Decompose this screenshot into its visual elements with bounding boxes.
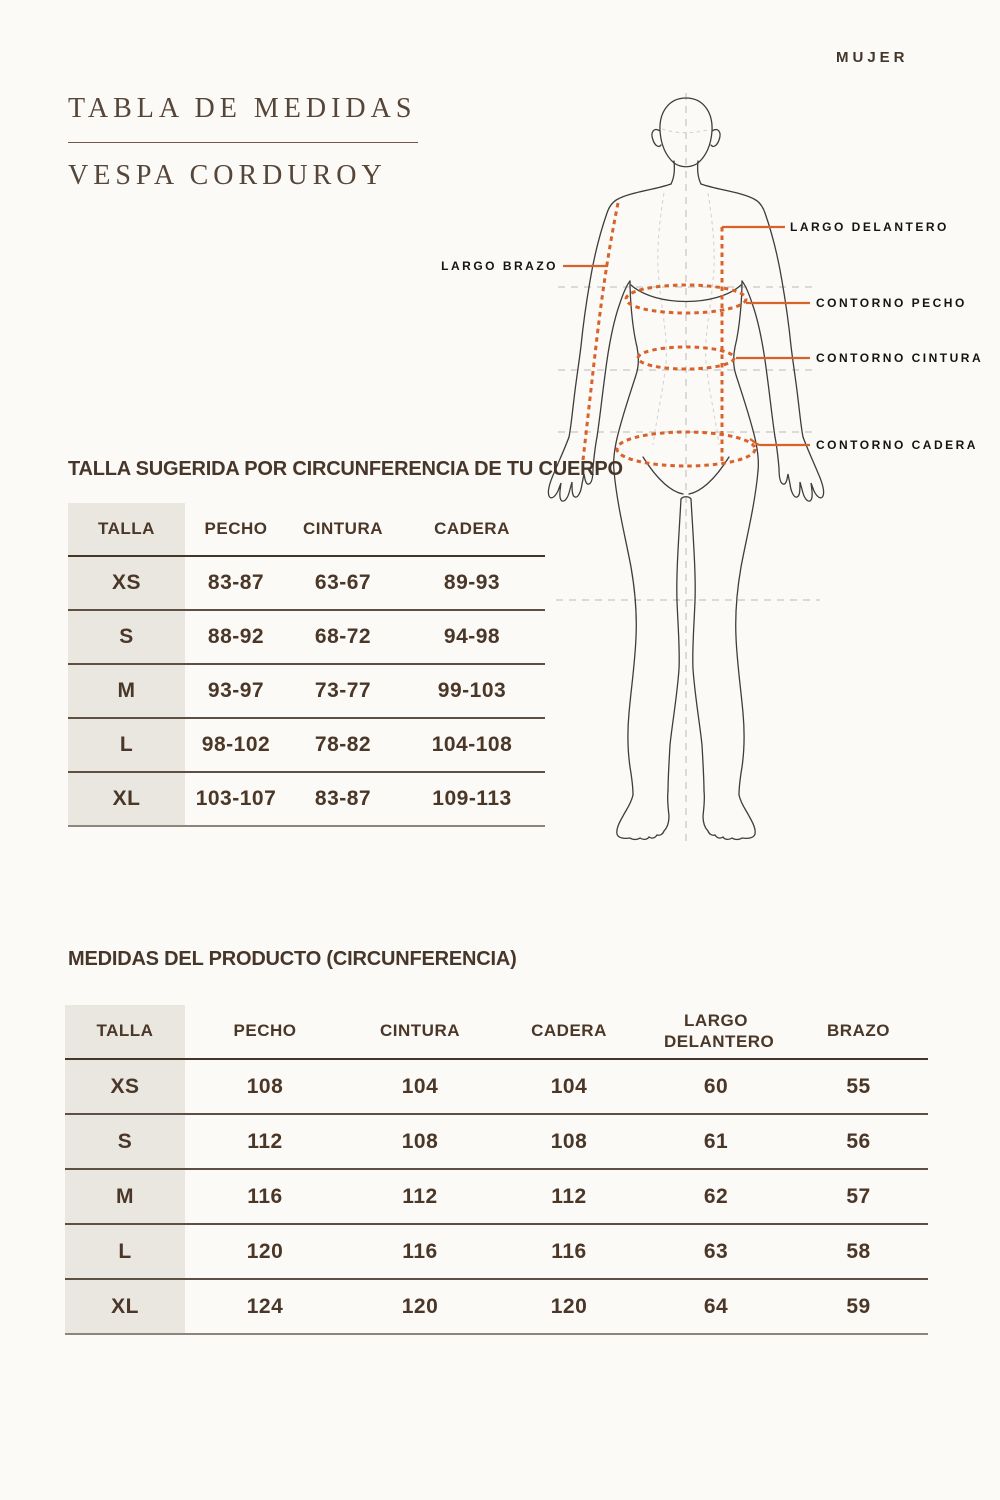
- col-header-cintura: CINTURA: [303, 518, 383, 538]
- value-cell: 124: [246, 1294, 284, 1318]
- value-cell: 63-67: [314, 571, 372, 594]
- col-header-pecho: PECHO: [233, 1021, 297, 1041]
- value-cell: 120: [401, 1294, 439, 1318]
- face-seam: [661, 128, 711, 134]
- table-row: XL 103-107 83-87 109-113: [68, 773, 545, 827]
- chest-measure-ellipse: [624, 283, 748, 315]
- col-header-largo-delantero: LARGO DELANTERO: [643, 1005, 789, 1058]
- value-cell: 108: [401, 1129, 439, 1153]
- gender-label: MUJER: [836, 49, 909, 66]
- size-cell: L: [65, 1225, 185, 1278]
- size-cell: M: [65, 1170, 185, 1223]
- size-cell: XL: [68, 773, 185, 825]
- col-header-brazo: BRAZO: [827, 1021, 890, 1041]
- value-cell: 56: [846, 1129, 871, 1153]
- suggested-table-title: TALLA SUGERIDA POR CIRCUNFERENCIA DE TU …: [68, 458, 623, 480]
- value-cell: 103-107: [195, 787, 277, 810]
- table-row: M 93-97 73-77 99-103: [68, 665, 545, 719]
- value-cell: 57: [846, 1184, 871, 1208]
- value-cell: 104: [550, 1074, 588, 1098]
- body-diagram: [547, 93, 825, 847]
- value-cell: 61: [703, 1129, 729, 1153]
- value-cell: 98-102: [201, 733, 271, 756]
- size-cell: XS: [65, 1060, 185, 1113]
- hip-measure-ellipse: [615, 430, 757, 468]
- left-seam: [652, 192, 667, 446]
- size-cell: S: [68, 611, 185, 663]
- table-row: S 112 108 108 61 56: [65, 1115, 928, 1170]
- product-table-title: MEDIDAS DEL PRODUCTO (CIRCUNFERENCIA): [68, 948, 517, 970]
- value-cell: 83-87: [207, 571, 265, 594]
- value-cell: 112: [402, 1184, 438, 1208]
- value-cell: 63: [703, 1239, 729, 1263]
- product-measure-table: TALLA PECHO CINTURA CADERA LARGO DELANTE…: [65, 1005, 928, 1335]
- value-cell: 89-93: [443, 571, 501, 594]
- value-cell: 58: [846, 1239, 871, 1263]
- suggested-size-table: TALLA PECHO CINTURA CADERA XS 83-87 63-6…: [68, 503, 545, 827]
- value-cell: 68-72: [314, 625, 372, 648]
- value-cell: 120: [246, 1239, 284, 1263]
- waist-measure-ellipse: [636, 345, 736, 371]
- value-cell: 55: [846, 1074, 871, 1098]
- value-cell: 88-92: [207, 625, 265, 648]
- value-cell: 112: [551, 1184, 587, 1208]
- value-cell: 59: [846, 1294, 871, 1318]
- size-cell: XL: [65, 1280, 185, 1333]
- right-seam: [705, 192, 720, 446]
- label-contorno-cadera: CONTORNO CADERA: [816, 438, 978, 452]
- value-cell: 116: [247, 1184, 283, 1208]
- table-row: L 120 116 116 63 58: [65, 1225, 928, 1280]
- page-title: TABLA DE MEDIDAS: [68, 93, 417, 124]
- value-cell: 99-103: [437, 679, 507, 702]
- table-row: L 98-102 78-82 104-108: [68, 719, 545, 773]
- label-contorno-cintura: CONTORNO CINTURA: [816, 351, 984, 365]
- label-largo-brazo: LARGO BRAZO: [441, 259, 558, 273]
- value-cell: 104-108: [431, 733, 513, 756]
- body-outline: [547, 97, 825, 841]
- size-cell: S: [65, 1115, 185, 1168]
- size-cell: L: [68, 719, 185, 771]
- table-row: XS 108 104 104 60 55: [65, 1060, 928, 1115]
- arm-length-measure-line: [581, 202, 620, 461]
- table-row: XL 124 120 120 64 59: [65, 1280, 928, 1335]
- value-cell: 83-87: [314, 787, 372, 810]
- label-largo-delantero: LARGO DELANTERO: [790, 220, 949, 234]
- table-row: M 116 112 112 62 57: [65, 1170, 928, 1225]
- value-cell: 104: [401, 1074, 439, 1098]
- col-header-pecho: PECHO: [204, 518, 268, 538]
- value-cell: 64: [703, 1294, 729, 1318]
- product-name: VESPA CORDUROY: [68, 159, 387, 191]
- value-cell: 94-98: [443, 625, 501, 648]
- hip-leader: [749, 438, 810, 447]
- value-cell: 112: [247, 1129, 283, 1153]
- value-cell: 93-97: [207, 679, 265, 702]
- table-header-row: TALLA PECHO CINTURA CADERA: [68, 503, 545, 557]
- table-row: S 88-92 68-72 94-98: [68, 611, 545, 665]
- value-cell: 73-77: [314, 679, 372, 702]
- value-cell: 109-113: [432, 787, 512, 810]
- value-cell: 116: [551, 1239, 587, 1263]
- col-header-talla: TALLA: [65, 1005, 185, 1058]
- value-cell: 78-82: [314, 733, 372, 756]
- value-cell: 120: [550, 1294, 588, 1318]
- value-cell: 108: [246, 1074, 284, 1098]
- col-header-talla: TALLA: [68, 503, 185, 555]
- col-header-largo-delantero-text: LARGO DELANTERO: [664, 1011, 775, 1051]
- value-cell: 116: [402, 1239, 438, 1263]
- label-contorno-pecho: CONTORNO PECHO: [816, 296, 967, 310]
- col-header-cadera: CADERA: [531, 1021, 607, 1041]
- col-header-cadera: CADERA: [434, 518, 510, 538]
- value-cell: 108: [550, 1129, 588, 1153]
- size-cell: M: [68, 665, 185, 717]
- title-block: TABLA DE MEDIDAS VESPA CORDUROY: [68, 93, 428, 192]
- title-divider: [68, 141, 418, 143]
- table-header-row: TALLA PECHO CINTURA CADERA LARGO DELANTE…: [65, 1005, 928, 1060]
- size-cell: XS: [68, 557, 185, 609]
- table-row: XS 83-87 63-67 89-93: [68, 557, 545, 611]
- value-cell: 62: [703, 1184, 729, 1208]
- value-cell: 60: [703, 1074, 729, 1098]
- col-header-cintura: CINTURA: [380, 1021, 460, 1041]
